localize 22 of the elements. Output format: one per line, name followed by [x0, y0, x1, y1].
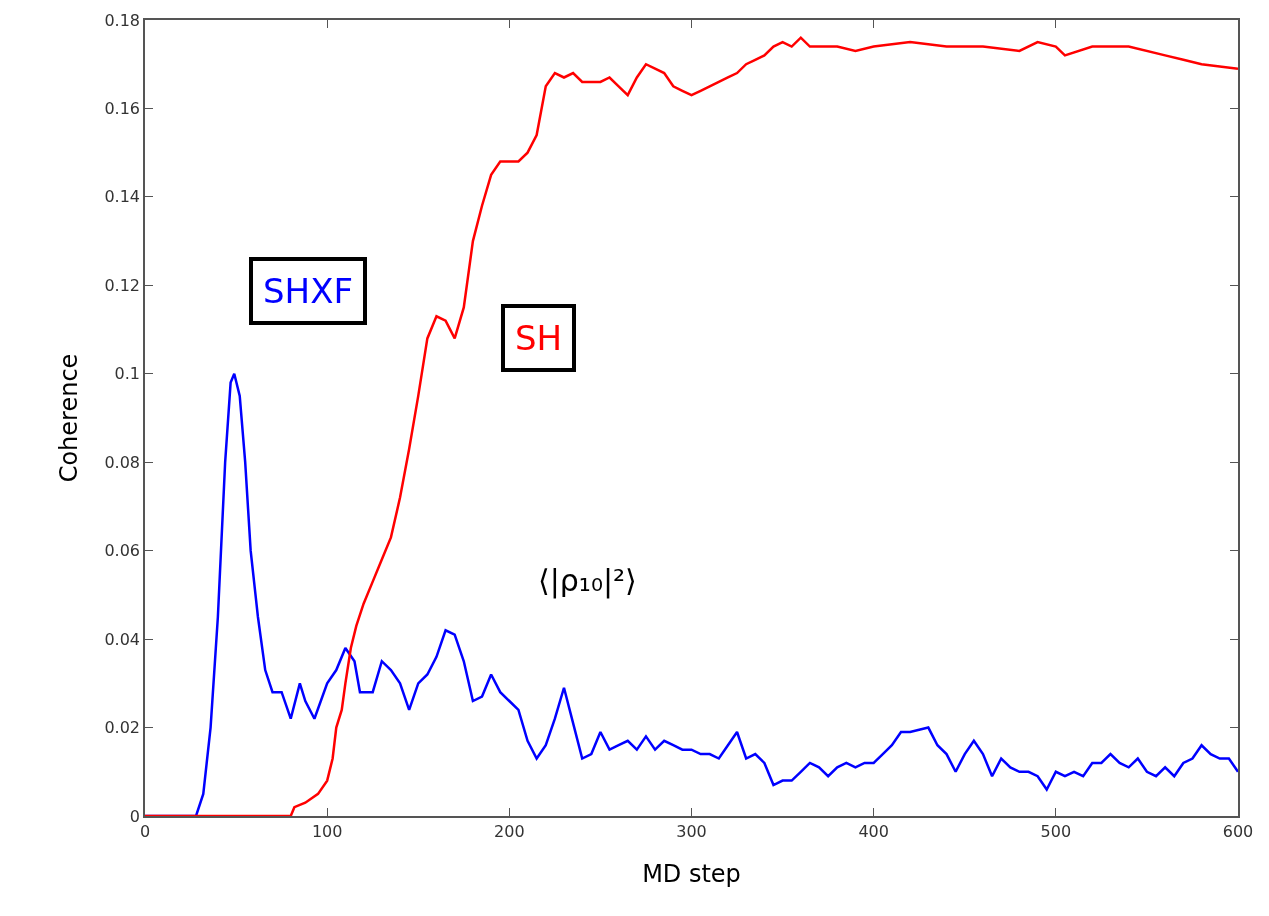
- y-tick-label: 0.04: [104, 629, 141, 649]
- y-tick-label: 0.02: [104, 718, 141, 738]
- y-tick-label: 0.1: [114, 364, 141, 384]
- x-tick-label: 500: [1040, 821, 1072, 841]
- x-tick-label: 100: [311, 821, 343, 841]
- y-tick-label: 0: [129, 806, 141, 826]
- y-axis-title: Coherence: [55, 353, 84, 483]
- x-tick-label: 200: [494, 821, 525, 841]
- y-tick-label: 0.06: [104, 541, 141, 561]
- y-tick-label: 0.08: [104, 452, 141, 472]
- y-tick-label: 0.12: [104, 275, 141, 295]
- annotation: ⟨|ρ₁₀|²⟩: [538, 563, 637, 599]
- y-tick-label: 0.18: [104, 10, 141, 30]
- x-tick-label: 300: [676, 821, 707, 841]
- text: SHXF: [263, 271, 353, 311]
- x-axis-title: MD step: [642, 859, 741, 888]
- y-tick-label: 0.14: [104, 187, 141, 207]
- y-tick-label: 0.16: [104, 99, 141, 119]
- x-tick-label: 400: [858, 821, 889, 841]
- x-tick-label: 600: [1222, 821, 1254, 841]
- line-series: [145, 36, 1238, 816]
- series-label: SH: [515, 318, 563, 358]
